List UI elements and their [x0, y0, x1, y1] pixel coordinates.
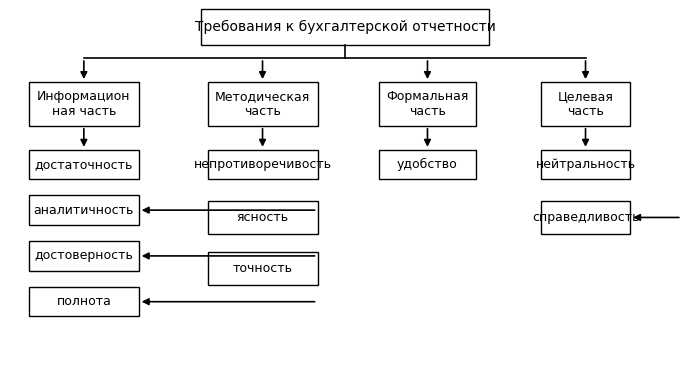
- Text: достоверность: достоверность: [34, 249, 133, 262]
- FancyBboxPatch shape: [208, 150, 317, 179]
- FancyBboxPatch shape: [208, 82, 317, 126]
- FancyBboxPatch shape: [380, 150, 475, 179]
- Text: ясность: ясность: [237, 211, 288, 224]
- FancyBboxPatch shape: [29, 150, 139, 179]
- FancyBboxPatch shape: [29, 241, 139, 270]
- FancyBboxPatch shape: [208, 252, 317, 285]
- FancyBboxPatch shape: [541, 82, 630, 126]
- FancyBboxPatch shape: [208, 201, 317, 234]
- FancyBboxPatch shape: [541, 150, 630, 179]
- FancyBboxPatch shape: [29, 196, 139, 225]
- Text: Методическая
часть: Методическая часть: [215, 90, 310, 118]
- Text: Требования к бухгалтерской отчетности: Требования к бухгалтерской отчетности: [195, 20, 495, 34]
- Text: точность: точность: [233, 262, 293, 275]
- Text: полнота: полнота: [57, 295, 111, 308]
- Text: Информацион
ная часть: Информацион ная часть: [37, 90, 130, 118]
- Text: удобство: удобство: [397, 158, 458, 171]
- FancyBboxPatch shape: [29, 287, 139, 316]
- Text: аналитичность: аналитичность: [34, 204, 134, 217]
- FancyBboxPatch shape: [201, 9, 489, 45]
- FancyBboxPatch shape: [541, 201, 630, 234]
- Text: достаточность: достаточность: [34, 158, 133, 171]
- Text: справедливость: справедливость: [532, 211, 639, 224]
- Text: Формальная
часть: Формальная часть: [386, 90, 469, 118]
- FancyBboxPatch shape: [380, 82, 475, 126]
- FancyBboxPatch shape: [29, 82, 139, 126]
- Text: нейтральность: нейтральность: [535, 158, 635, 171]
- Text: Целевая
часть: Целевая часть: [558, 90, 613, 118]
- Text: непротиворечивость: непротиворечивость: [193, 158, 332, 171]
